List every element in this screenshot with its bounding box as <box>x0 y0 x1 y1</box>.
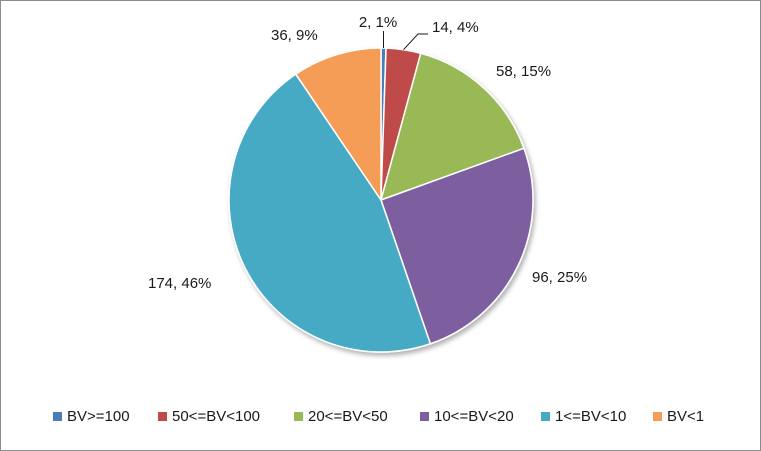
pie-slice-bv-under-1 <box>294 47 382 203</box>
pie-slice-bv-20-50 <box>379 52 525 202</box>
data-label-bv-under-1: 36, 9% <box>271 27 318 44</box>
legend-swatch-bv-1-10 <box>541 412 550 421</box>
legend-swatch-bv-20-50 <box>294 412 303 421</box>
data-label-bv-1-10: 174, 46% <box>148 275 211 292</box>
legend-label-bv-100-plus: BV>=100 <box>67 408 130 425</box>
pie-slice-bv-1-10 <box>228 73 432 353</box>
leader-line-bv-50-100 <box>403 33 428 51</box>
pie-slice-bv-10-20 <box>380 147 534 345</box>
legend-swatch-bv-50-100 <box>158 412 167 421</box>
legend-label-bv-1-10: 1<=BV<10 <box>555 408 626 425</box>
data-label-bv-20-50: 58, 15% <box>496 63 551 80</box>
legend-swatch-bv-10-20 <box>420 412 429 421</box>
data-label-bv-100-plus: 2, 1% <box>359 14 397 31</box>
legend-swatch-bv-under-1 <box>653 412 662 421</box>
legend-label-bv-under-1: BV<1 <box>667 408 704 425</box>
data-label-bv-10-20: 96, 25% <box>532 269 587 286</box>
legend-swatch-bv-100-plus <box>53 412 62 421</box>
data-label-bv-50-100: 14, 4% <box>432 19 479 36</box>
legend-label-bv-20-50: 20<=BV<50 <box>308 408 388 425</box>
legend-label-bv-50-100: 50<=BV<100 <box>172 408 260 425</box>
legend-label-bv-10-20: 10<=BV<20 <box>434 408 514 425</box>
legend: BV>=100 50<=BV<100 20<=BV<50 10<=BV<20 1… <box>53 408 704 425</box>
